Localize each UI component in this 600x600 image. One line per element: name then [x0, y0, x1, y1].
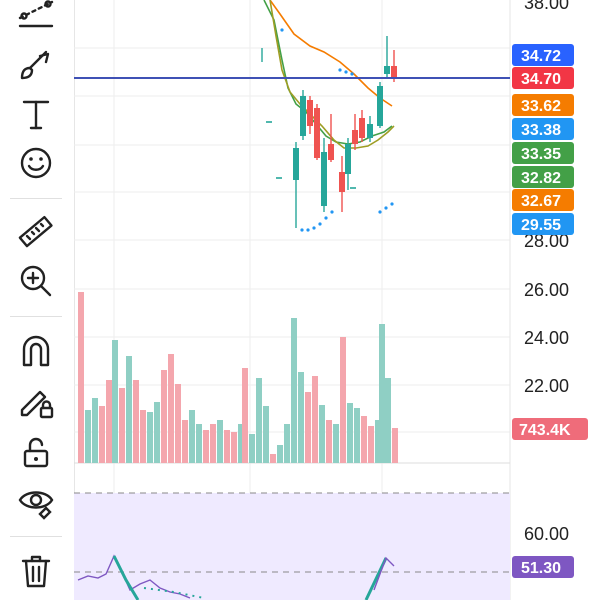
brush-icon[interactable]: [12, 42, 60, 90]
toolbar-divider: [10, 198, 62, 199]
price-badge-32-82: 32.82: [512, 166, 574, 188]
svg-text:51.30: 51.30: [521, 560, 561, 577]
ema-orange-line: [269, 0, 393, 107]
ruler-icon[interactable]: [12, 208, 60, 256]
indicator-line: [77, 554, 191, 599]
svg-text:34.72: 34.72: [521, 48, 561, 65]
indicator-dotted-line: [143, 587, 205, 599]
svg-text:32.67: 32.67: [521, 193, 561, 210]
drawing-toolbar: [0, 0, 75, 600]
price-tick-24: 24.00: [524, 328, 569, 348]
toolbar-divider: [10, 536, 62, 537]
volume-badge: 743.4K: [512, 418, 588, 440]
svg-text:32.82: 32.82: [521, 170, 561, 187]
price-badge-34-70: 34.70: [512, 67, 574, 89]
price-badge-33-35: 33.35: [512, 142, 574, 164]
price-badge-34-72: 34.72: [512, 44, 574, 66]
unlock-icon[interactable]: [12, 428, 60, 476]
price-badge-32-67: 32.67: [512, 189, 574, 211]
price-tick-26: 26.00: [524, 280, 569, 300]
svg-text:33.35: 33.35: [521, 146, 561, 163]
psar-dots: [280, 28, 394, 232]
price-badge-29-55: 29.55: [512, 213, 574, 235]
candlesticks: [261, 36, 397, 228]
price-badge-33-38: 33.38: [512, 118, 574, 140]
ema-olive-line: [269, 0, 395, 149]
indicator-signal-line: [112, 555, 140, 600]
trend-line-icon[interactable]: [12, 0, 60, 36]
toolbar-divider: [10, 316, 62, 317]
svg-text:743.4K: 743.4K: [519, 422, 571, 439]
indicator-tick-60: 60.00: [524, 524, 569, 544]
price-tick-22: 22.00: [524, 376, 569, 396]
lock-drawing-icon[interactable]: [12, 378, 60, 426]
magnet-icon[interactable]: [12, 327, 60, 375]
eye-icon[interactable]: [12, 476, 60, 524]
indicator-rise-purple: [373, 556, 395, 591]
price-tick-38: 38.00: [524, 0, 569, 13]
indicator-value-badge: 51.30: [512, 556, 574, 578]
svg-text:33.62: 33.62: [521, 98, 561, 115]
zoom-in-icon[interactable]: [12, 257, 60, 305]
price-badge-33-62: 33.62: [512, 94, 574, 116]
emoji-icon[interactable]: [12, 139, 60, 187]
svg-text:29.55: 29.55: [521, 217, 561, 234]
signal-markers: [266, 121, 356, 189]
indicator-pane: [74, 493, 510, 600]
trash-icon[interactable]: [12, 547, 60, 595]
svg-text:33.38: 33.38: [521, 122, 561, 139]
chart-area[interactable]: 38.00 28.00 26.00 24.00 22.00 60.00 34.7…: [74, 0, 600, 600]
volume-bars: [78, 292, 398, 463]
svg-text:34.70: 34.70: [521, 71, 561, 88]
text-icon[interactable]: [12, 90, 60, 138]
price-tick-28: 28.00: [524, 231, 569, 251]
